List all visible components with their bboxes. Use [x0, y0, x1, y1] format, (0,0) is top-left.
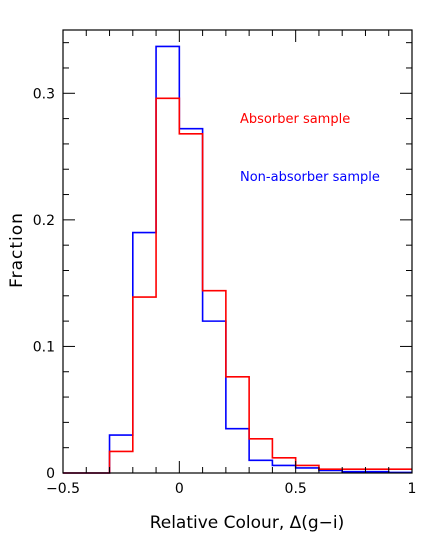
- histogram-series-absorber: [63, 97, 412, 474]
- x-tick-label: 0: [175, 481, 184, 497]
- y-axis-label: Fraction: [7, 212, 27, 288]
- y-tick-label: 0.3: [33, 86, 55, 102]
- histogram-series-non-absorber: [63, 45, 412, 474]
- y-tick-label: 0.1: [33, 339, 55, 355]
- axes: −0.5 0 0.5 100.10.20.3: [33, 29, 417, 497]
- plot-frame: [62, 29, 413, 474]
- y-tick-label: 0: [46, 466, 55, 482]
- x-axis-label: Relative Colour, Δ(g−i): [150, 513, 345, 533]
- legend-absorber-label: Absorber sample: [240, 112, 350, 127]
- y-tick-label: 0.2: [33, 213, 55, 229]
- x-tick-label: 1: [408, 481, 417, 497]
- x-tick-label: −0.5: [46, 481, 80, 497]
- legend-non-absorber-label: Non-absorber sample: [240, 170, 380, 185]
- plot-area: [63, 45, 412, 474]
- x-tick-label: 0.5: [285, 481, 307, 497]
